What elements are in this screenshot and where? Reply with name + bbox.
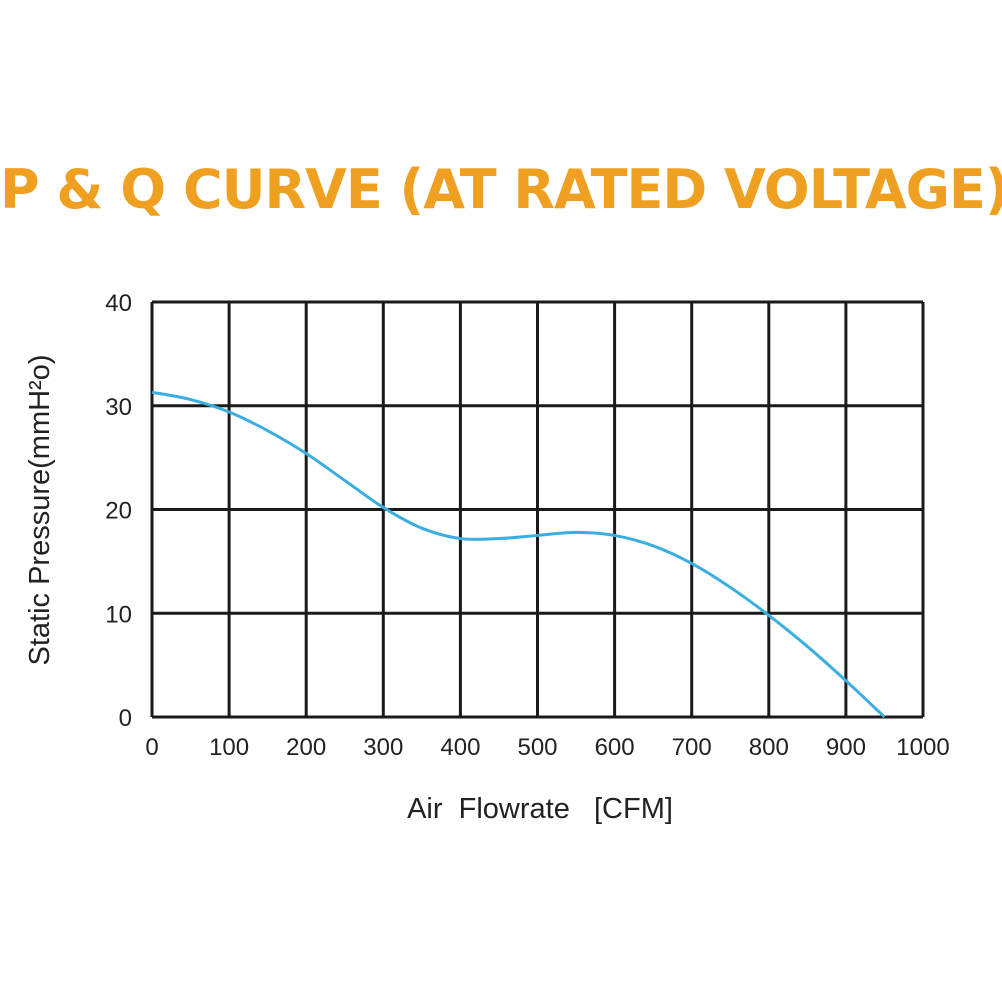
- x-tick-label: 700: [672, 734, 712, 761]
- x-axis-label: Air Flowrate [CFM]: [407, 793, 673, 825]
- y-tick-label: 20: [105, 498, 132, 525]
- grid: [150, 300, 925, 719]
- x-tick-label: 500: [517, 734, 557, 761]
- x-tick-label: 600: [595, 734, 635, 761]
- series-line: [151, 390, 886, 719]
- x-tick-label: 300: [363, 734, 403, 761]
- chart-title: P & Q CURVE (AT RATED VOLTAGE): [0, 158, 1002, 221]
- x-tick-label: 900: [826, 734, 866, 761]
- y-tick-label: 10: [105, 601, 132, 628]
- tick-labels: 0 100 200 300 400 500 600 700 800 900 1000 0 10 20 30 4…: [105, 290, 949, 761]
- y-axis-label: Static Pressure(mmH²o): [24, 355, 56, 666]
- x-tick-label: 200: [286, 734, 326, 761]
- x-tick-label: 400: [440, 734, 480, 761]
- x-tick-label: 0: [145, 734, 158, 761]
- x-tick-label: 1000: [896, 734, 949, 761]
- x-tick-label: 800: [749, 734, 789, 761]
- y-tick-label: 40: [105, 290, 132, 317]
- y-tick-label: 0: [119, 705, 132, 732]
- y-tick-label: 30: [105, 394, 132, 421]
- x-tick-label: 100: [209, 734, 249, 761]
